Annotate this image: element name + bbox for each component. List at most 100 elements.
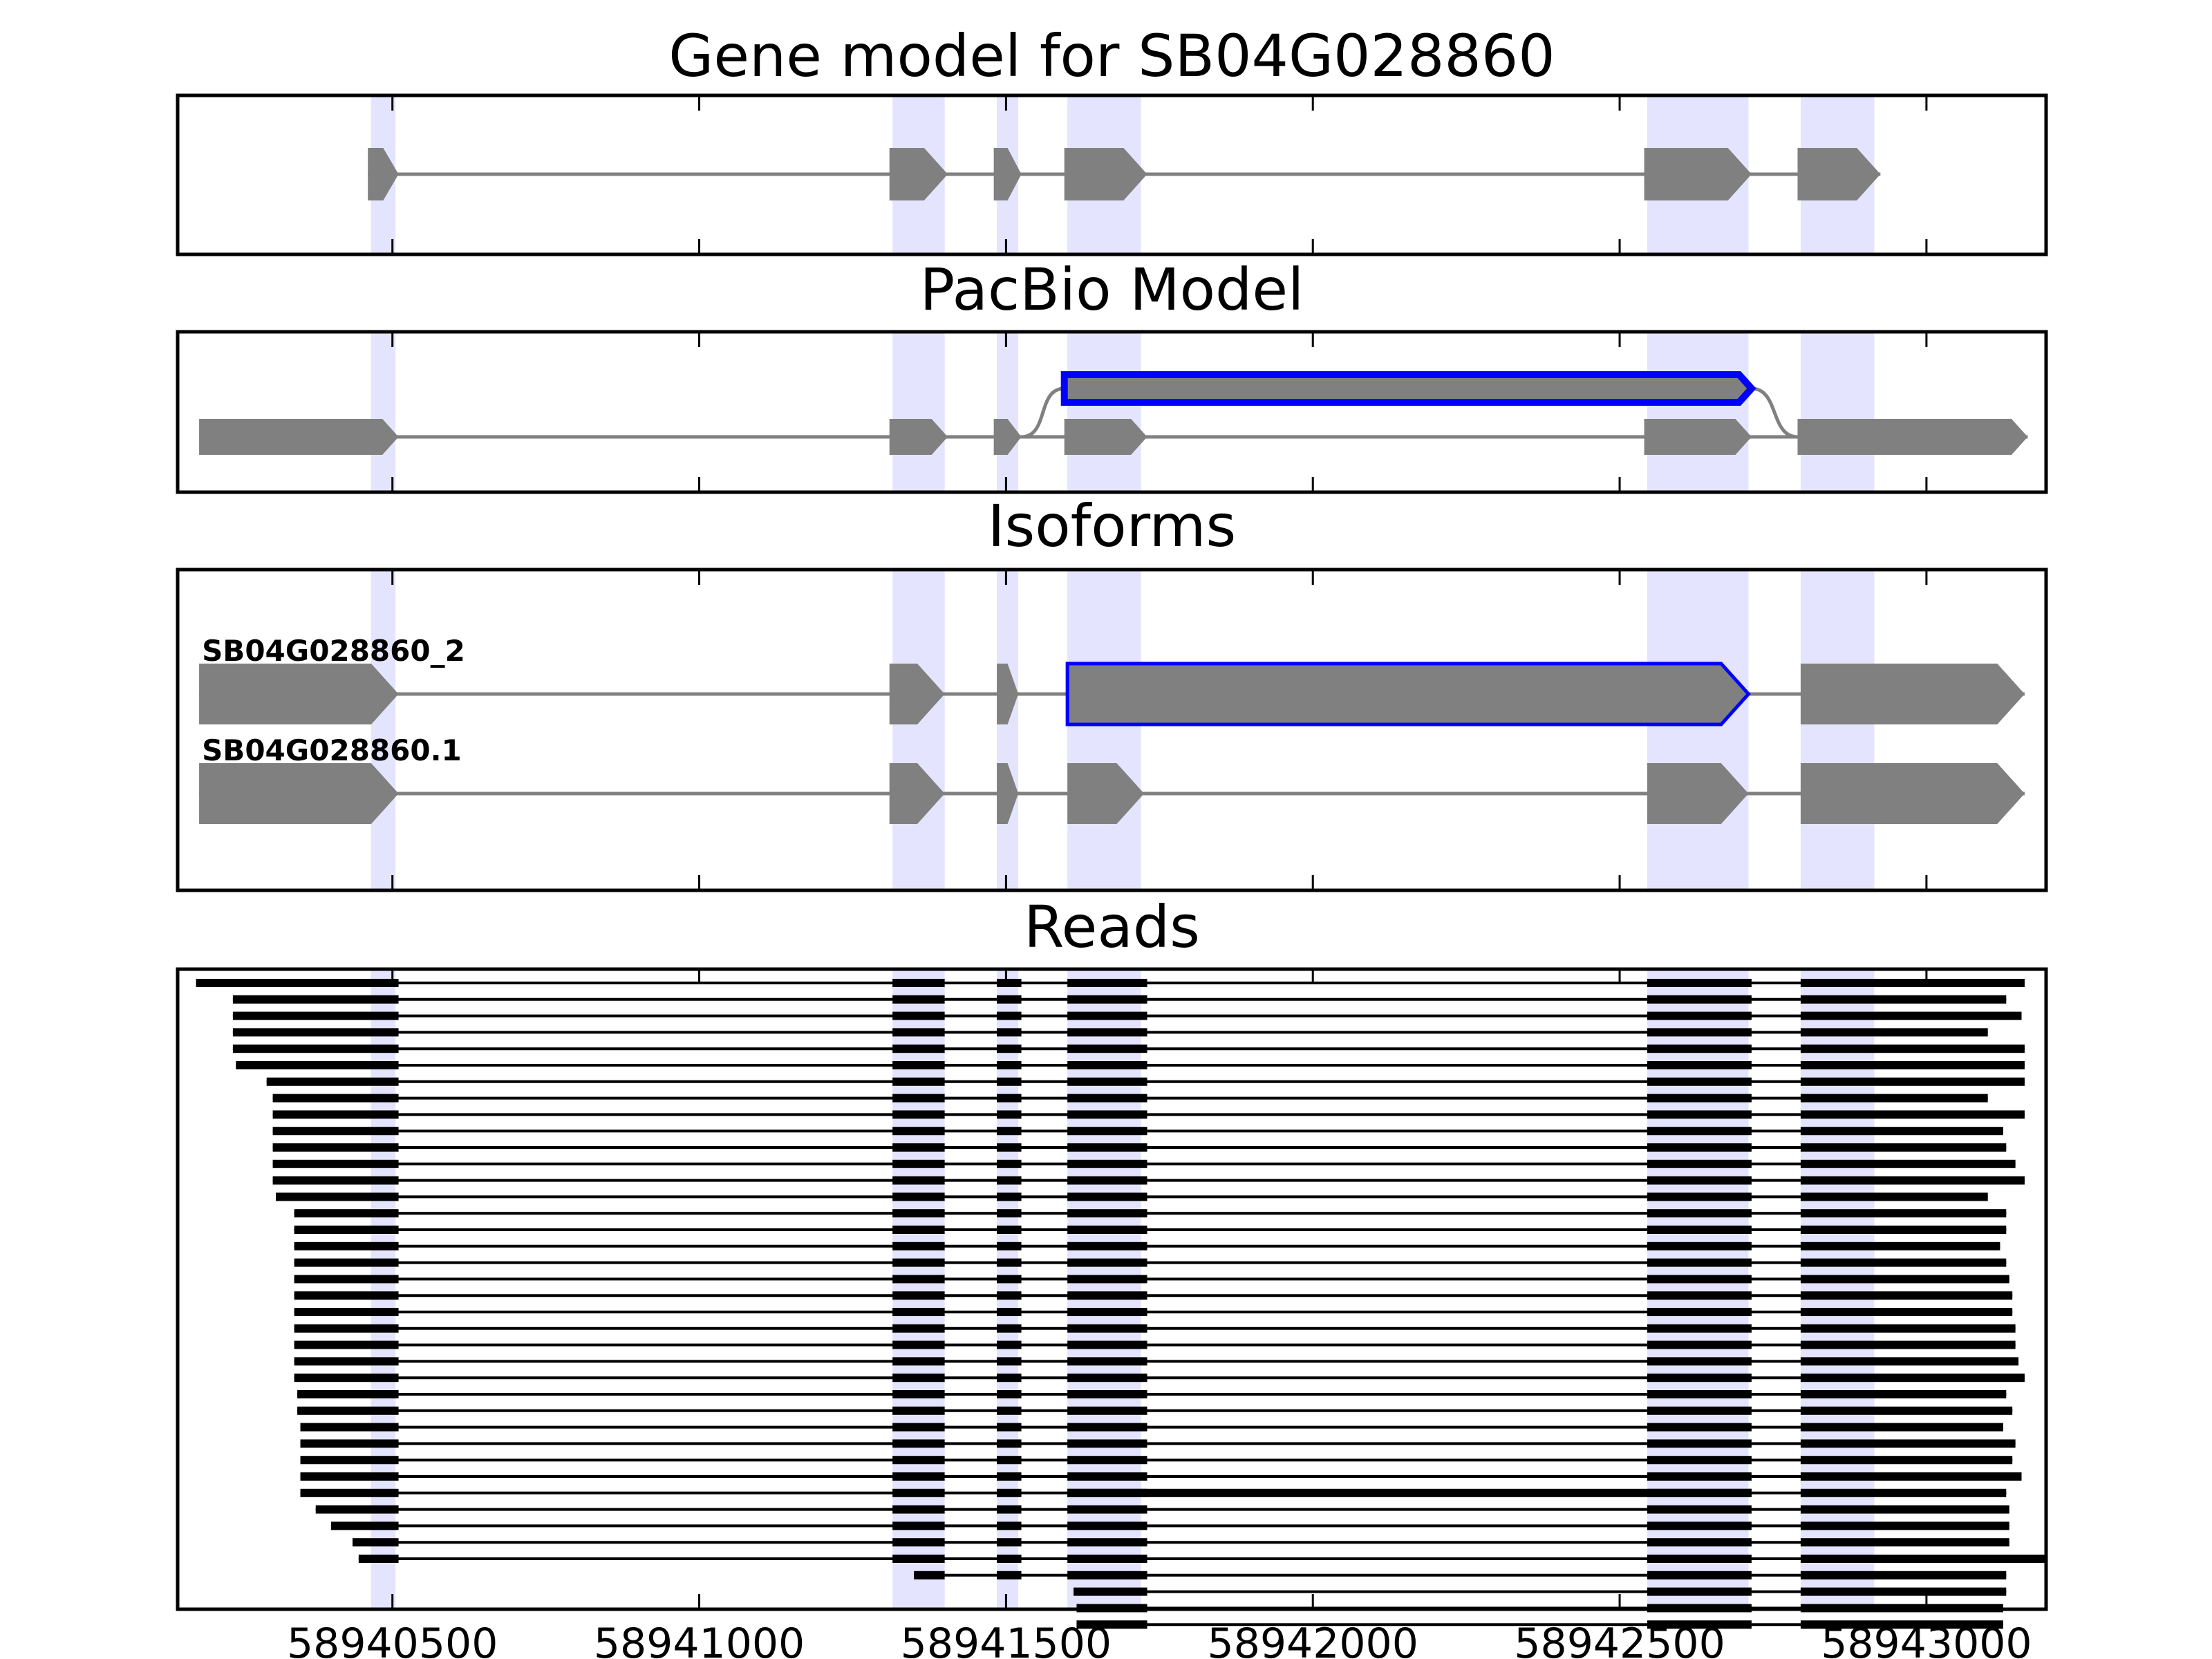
pacbio-model-exon-6 [1797, 419, 2028, 455]
read-block-5 [1647, 995, 1752, 1004]
read-block-3 [997, 1159, 1022, 1168]
panel-2: PacBio Model [176, 256, 2048, 494]
read-block-1 [358, 1555, 399, 1563]
read-block-6 [1800, 1340, 2016, 1349]
read-block-3 [997, 1505, 1022, 1514]
read-block-2 [892, 1538, 945, 1547]
read-block-5 [1647, 1011, 1752, 1020]
read-block-5 [1647, 979, 1752, 987]
highlight-band-3 [997, 570, 1019, 890]
read-block-2 [892, 1374, 945, 1382]
read-34 [330, 1521, 2009, 1530]
read-block-1 [300, 1488, 399, 1497]
isoform-2-exon-3 [997, 763, 1019, 824]
read-block-2 [892, 1044, 945, 1053]
highlight-band-6 [1800, 332, 1875, 492]
read-block-3 [997, 1011, 1022, 1020]
read-block-2 [892, 1324, 945, 1333]
read-block-3 [997, 1357, 1022, 1366]
pacbio-model-exon-5 [1644, 419, 1752, 455]
read-block-2 [1647, 1620, 1752, 1629]
read-block-6 [1800, 1308, 2013, 1316]
read-block-6 [1800, 1176, 2025, 1185]
read-block-4 [1067, 1456, 1147, 1465]
read-block-4 [1067, 1241, 1147, 1250]
read-16 [294, 1226, 2007, 1234]
isoform-1-exon-3 [997, 664, 1019, 724]
read-block-5 [1647, 1192, 1752, 1201]
read-block-2 [892, 1488, 945, 1497]
read-block-1 [300, 1472, 399, 1481]
read-block-2 [892, 1011, 945, 1020]
read-7 [266, 1077, 2025, 1086]
read-block-2 [892, 1209, 945, 1218]
panel-title: PacBio Model [920, 256, 1304, 324]
pacbio-retained-intron-exon [1060, 371, 1756, 406]
read-block-1 [1076, 1620, 1147, 1629]
read-block-4 [1067, 1061, 1147, 1069]
read-block-1 [236, 1061, 399, 1069]
read-38 [1074, 1587, 2007, 1596]
read-block-4 [1647, 1571, 1752, 1580]
read-block-1 [300, 1423, 399, 1432]
read-14 [276, 1192, 1988, 1201]
read-37 [914, 1571, 2007, 1580]
read-block-5 [1647, 1094, 1752, 1103]
read-block-4 [1067, 1538, 1147, 1547]
read-block-4 [1067, 1028, 1147, 1037]
panel-3: Isoforms SB04G028860_2 SB04G028860.1 [176, 492, 2048, 892]
x-tick-label-2: 58941000 [594, 1620, 805, 1659]
read-block-2 [892, 1226, 945, 1234]
read-block-2 [892, 1077, 945, 1086]
read-22 [294, 1324, 2016, 1333]
read-block-2 [892, 1340, 945, 1349]
read-block-3 [997, 1555, 1022, 1563]
read-block-6 [1800, 1538, 2009, 1547]
read-block-1 [300, 1456, 399, 1465]
read-block-1 [196, 979, 399, 987]
read-block-4 [1067, 1390, 1147, 1398]
read-block-6 [1800, 1209, 2007, 1218]
highlight-band-2 [892, 969, 945, 1609]
read-3 [232, 1011, 2022, 1020]
read-block-1 [272, 1110, 399, 1119]
read-block-6 [1800, 1488, 2007, 1497]
read-block-6 [1800, 1472, 2022, 1481]
read-block-5 [1647, 1357, 1752, 1366]
highlight-band-4 [1067, 969, 1141, 1609]
read-block-6 [1800, 1374, 2025, 1382]
read-block-4 [1067, 1159, 1147, 1168]
highlight-band-3 [997, 332, 1019, 492]
read-block-6 [1800, 1127, 2003, 1136]
read-block-3 [997, 1077, 1022, 1086]
read-block-6 [1800, 1555, 2046, 1563]
isoform-1-exon-2 [889, 664, 945, 724]
read-31 [300, 1472, 2022, 1481]
read-block-4 [1067, 979, 1147, 987]
read-block-2 [892, 979, 945, 987]
read-block-2 [892, 1456, 945, 1465]
read-block-1 [232, 995, 399, 1004]
read-block-3 [997, 1275, 1022, 1284]
read-block-5 [1647, 1127, 1752, 1136]
read-block-2 [892, 1505, 945, 1514]
read-block-6 [1800, 1324, 2016, 1333]
read-block-4 [1067, 1555, 1147, 1563]
read-block-5 [1647, 1456, 1752, 1465]
pacbio-model-exon-3 [993, 419, 1022, 455]
highlight-band-5 [1647, 969, 1749, 1609]
read-block-3 [997, 1439, 1022, 1448]
isoform-2-exon-6 [1800, 763, 2025, 824]
read-block-3 [997, 1423, 1022, 1432]
read-block-1 [352, 1538, 399, 1547]
read-block-3 [997, 1226, 1022, 1234]
read-block-1 [294, 1241, 399, 1250]
read-block-4 [1067, 1094, 1147, 1103]
read-block-4 [1067, 1258, 1147, 1267]
read-block-5 [1647, 1521, 1752, 1530]
read-block-5 [1647, 1061, 1752, 1069]
gene-model-exon-6 [1797, 148, 1881, 200]
read-block-6 [1800, 1226, 2007, 1234]
read-block-2 [892, 1406, 945, 1415]
